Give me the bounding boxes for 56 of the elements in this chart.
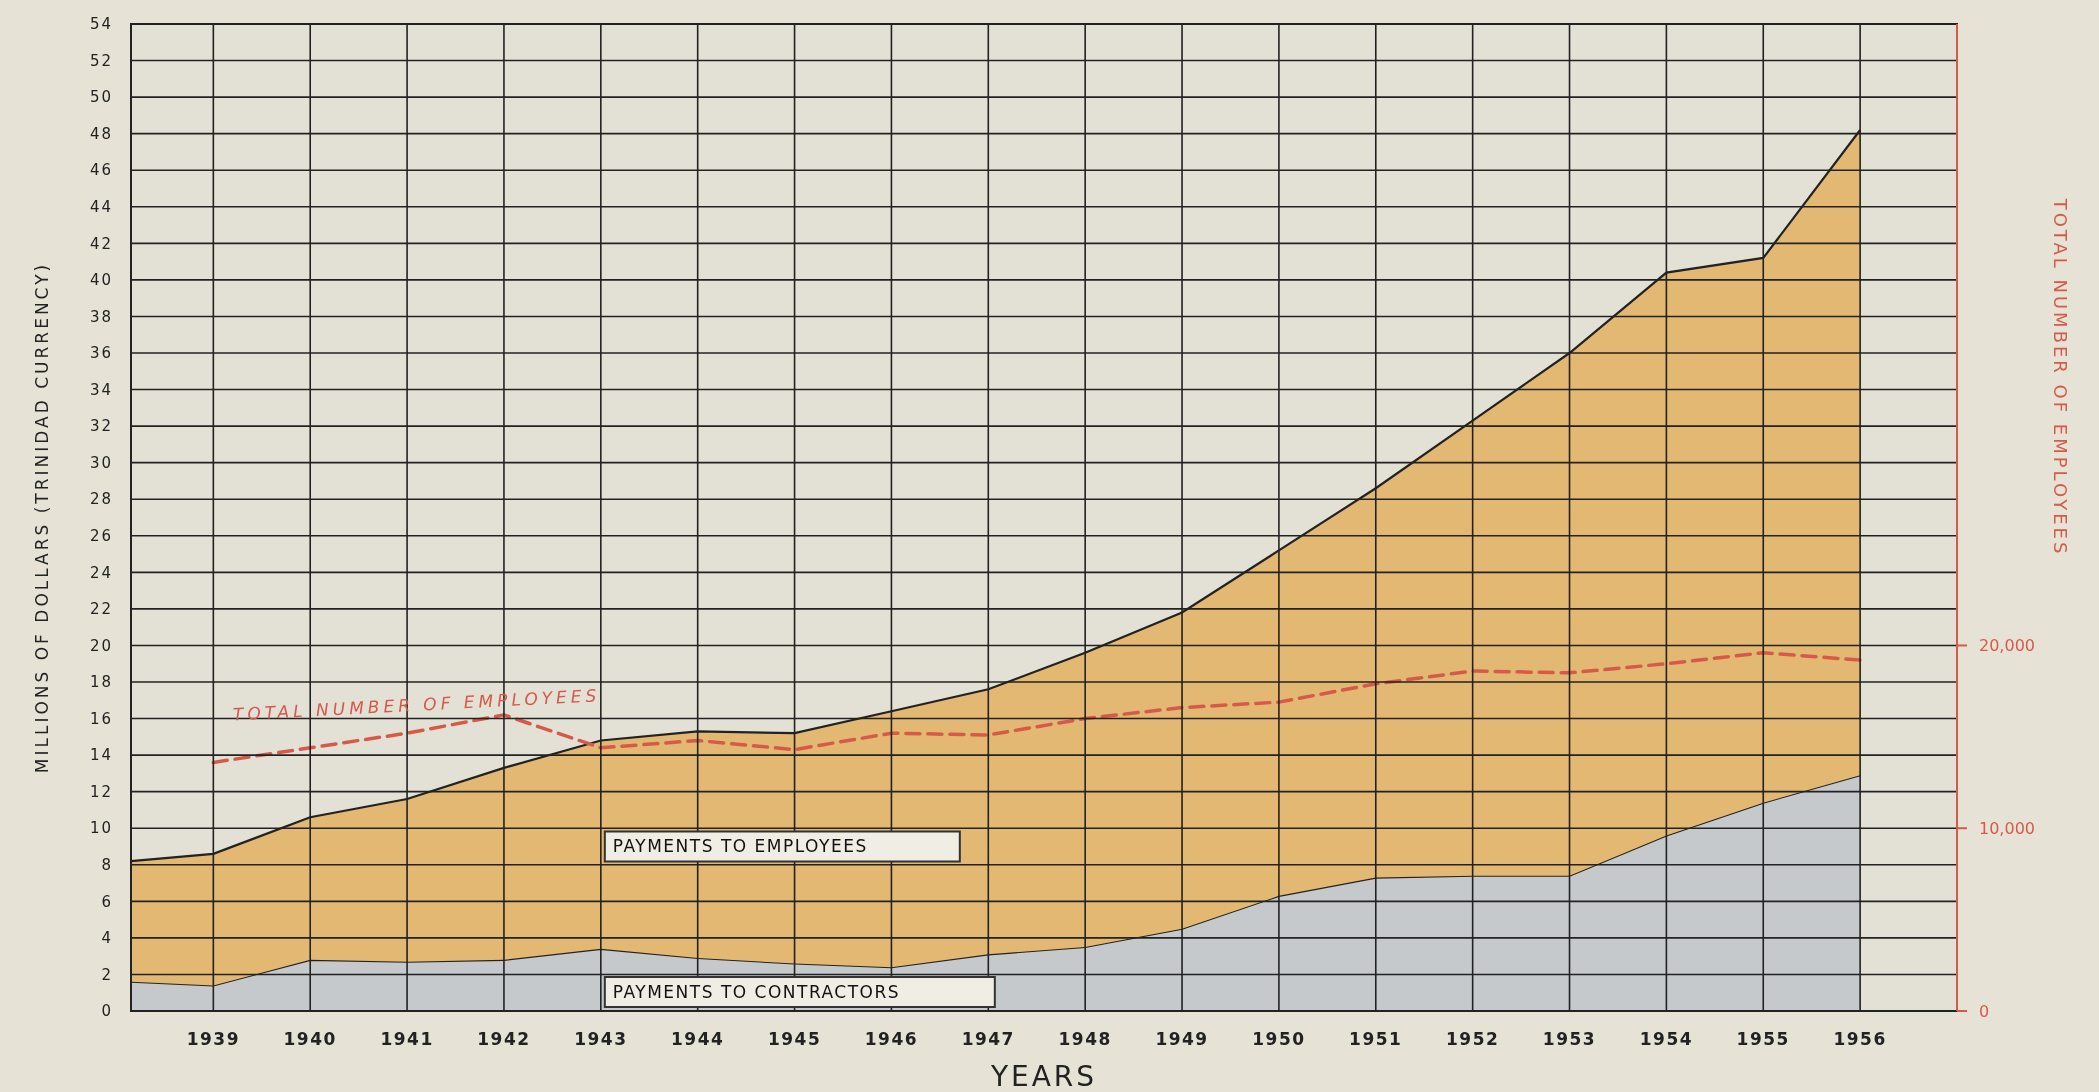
y-tick-label: 2 (101, 965, 113, 984)
x-tick-label: 1947 (961, 1029, 1015, 1049)
y-tick-label: 26 (89, 527, 113, 546)
x-tick-label: 1952 (1445, 1029, 1500, 1049)
y-tick-label: 6 (101, 892, 113, 911)
x-tick-label: 1955 (1736, 1029, 1790, 1049)
x-tick-label: 1956 (1833, 1029, 1887, 1049)
y-tick-label: 24 (89, 563, 113, 582)
y-tick-label: 52 (89, 51, 113, 70)
y2-axis-title: TOTAL NUMBER OF EMPLOYEES (2050, 197, 2071, 557)
y-tick-label: 4 (101, 929, 113, 948)
x-tick-label: 1944 (671, 1029, 725, 1049)
x-axis-title: YEARS (989, 1060, 1098, 1092)
line-series (211, 651, 1862, 765)
x-tick-label: 1945 (767, 1029, 822, 1049)
y-tick-label: 8 (101, 856, 113, 875)
y-tick-label: 44 (89, 198, 113, 217)
y2-tick-label: 10,000 (1979, 818, 2035, 838)
series-label: PAYMENTS TO CONTRACTORS (612, 982, 901, 1002)
y-tick-label: 18 (89, 673, 113, 692)
y-tick-label: 50 (89, 88, 113, 107)
x-tick-label: 1939 (186, 1029, 240, 1049)
y-tick-label: 10 (89, 819, 113, 838)
y-tick-label: 22 (89, 600, 113, 619)
y-tick-label: 36 (89, 344, 113, 363)
series-label: PAYMENTS TO EMPLOYEES (612, 836, 868, 857)
y-axis-title: MILLIONS OF DOLLARS (TRINIDAD CURRENCY) (32, 261, 52, 774)
y-tick-label: 32 (89, 417, 113, 436)
x-tick-label: 1941 (380, 1029, 434, 1049)
x-tick-label: 1940 (283, 1029, 337, 1049)
y-tick-label: 30 (89, 453, 113, 472)
y-tick-label: 16 (89, 709, 113, 728)
y-tick-label: 48 (89, 124, 113, 143)
x-tick-label: 1948 (1058, 1029, 1112, 1049)
y-tick-label: 28 (89, 490, 113, 509)
y-tick-label: 54 (89, 15, 113, 34)
x-tick-label: 1951 (1349, 1029, 1403, 1049)
x-tick-label: 1943 (574, 1029, 628, 1049)
y-tick-label: 46 (89, 161, 113, 180)
x-tick-label: 1949 (1155, 1029, 1209, 1049)
y-tick-label: 14 (89, 746, 113, 765)
annotation: TOTAL NUMBER OF EMPLOYEES (232, 685, 601, 725)
y-tick-label: 42 (89, 234, 113, 253)
y-tick-label: 20 (89, 636, 113, 655)
y-tick-label: 40 (89, 271, 113, 290)
y-tick-label: 0 (101, 1002, 113, 1021)
y-tick-label: 34 (89, 380, 113, 399)
y2-tick-label: 20,000 (1979, 636, 2035, 656)
x-tick-label: 1950 (1252, 1029, 1306, 1049)
x-tick-label: 1953 (1542, 1029, 1597, 1049)
y-tick-label: 12 (89, 782, 113, 801)
y-tick-label: 38 (89, 307, 113, 326)
x-tick-label: 1946 (864, 1029, 919, 1049)
x-tick-label: 1954 (1639, 1029, 1694, 1049)
y2-tick-label: 0 (1979, 1001, 1990, 1021)
x-tick-label: 1942 (477, 1029, 531, 1049)
